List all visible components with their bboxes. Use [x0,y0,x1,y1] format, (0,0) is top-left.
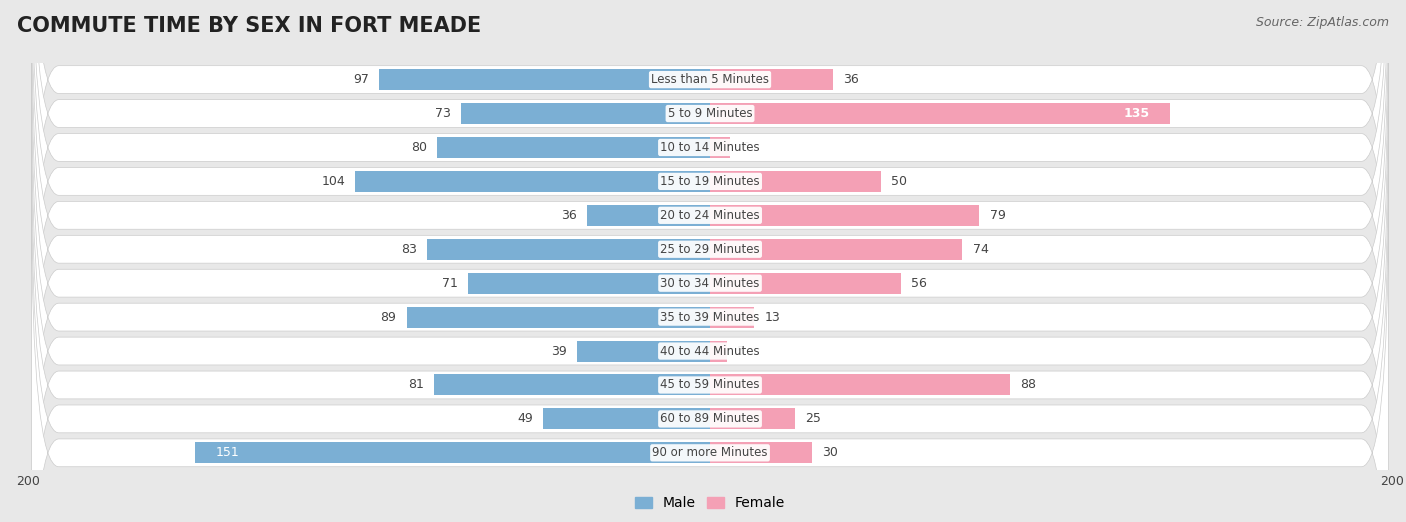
Bar [710,103,1170,124]
FancyBboxPatch shape [31,60,1389,522]
Text: 36: 36 [844,73,859,86]
Text: 50: 50 [891,175,907,188]
Text: 104: 104 [322,175,346,188]
Bar [461,103,710,124]
Bar [195,442,710,464]
Bar [380,69,710,90]
Bar [543,408,710,430]
Text: Source: ZipAtlas.com: Source: ZipAtlas.com [1256,16,1389,29]
Text: 30 to 34 Minutes: 30 to 34 Minutes [661,277,759,290]
Bar [588,205,710,226]
Bar [576,340,710,362]
Text: 30: 30 [823,446,838,459]
Text: 5 to 9 Minutes: 5 to 9 Minutes [668,107,752,120]
FancyBboxPatch shape [31,161,1389,522]
Text: 20 to 24 Minutes: 20 to 24 Minutes [661,209,759,222]
Text: 79: 79 [990,209,1005,222]
Text: 80: 80 [411,141,427,154]
Text: 35 to 39 Minutes: 35 to 39 Minutes [661,311,759,324]
Text: 71: 71 [441,277,458,290]
Bar [710,442,813,464]
Bar [710,306,755,328]
Bar [427,239,710,260]
Bar [710,137,731,158]
Bar [710,239,962,260]
Text: 39: 39 [551,345,567,358]
FancyBboxPatch shape [31,0,1389,439]
Bar [710,408,796,430]
Text: 151: 151 [215,446,239,459]
Text: 6: 6 [741,141,748,154]
Text: 5: 5 [737,345,745,358]
Text: 45 to 59 Minutes: 45 to 59 Minutes [661,378,759,392]
Text: 90 or more Minutes: 90 or more Minutes [652,446,768,459]
Text: Less than 5 Minutes: Less than 5 Minutes [651,73,769,86]
Text: 40 to 44 Minutes: 40 to 44 Minutes [661,345,759,358]
FancyBboxPatch shape [31,0,1389,473]
Text: 60 to 89 Minutes: 60 to 89 Minutes [661,412,759,425]
FancyBboxPatch shape [31,0,1389,337]
Bar [437,137,710,158]
Text: COMMUTE TIME BY SEX IN FORT MEADE: COMMUTE TIME BY SEX IN FORT MEADE [17,16,481,35]
Text: 89: 89 [381,311,396,324]
Text: 36: 36 [561,209,576,222]
Text: 25: 25 [806,412,821,425]
Text: 97: 97 [353,73,370,86]
Text: 25 to 29 Minutes: 25 to 29 Minutes [661,243,759,256]
Bar [710,69,832,90]
Bar [710,340,727,362]
Legend: Male, Female: Male, Female [630,491,790,516]
Bar [710,171,880,192]
Text: 81: 81 [408,378,423,392]
Bar [356,171,710,192]
Text: 88: 88 [1021,378,1036,392]
Text: 56: 56 [911,277,927,290]
Text: 83: 83 [401,243,416,256]
Bar [710,205,980,226]
Text: 135: 135 [1123,107,1150,120]
FancyBboxPatch shape [31,0,1389,371]
Text: 10 to 14 Minutes: 10 to 14 Minutes [661,141,759,154]
FancyBboxPatch shape [31,93,1389,522]
Text: 49: 49 [517,412,533,425]
FancyBboxPatch shape [31,26,1389,522]
FancyBboxPatch shape [31,127,1389,522]
FancyBboxPatch shape [31,0,1389,507]
FancyBboxPatch shape [31,0,1389,405]
Bar [434,374,710,396]
Text: 15 to 19 Minutes: 15 to 19 Minutes [661,175,759,188]
Text: 13: 13 [765,311,780,324]
Bar [406,306,710,328]
Bar [710,272,901,294]
Text: 73: 73 [434,107,451,120]
Bar [710,374,1010,396]
Bar [468,272,710,294]
FancyBboxPatch shape [31,195,1389,522]
Text: 74: 74 [973,243,988,256]
